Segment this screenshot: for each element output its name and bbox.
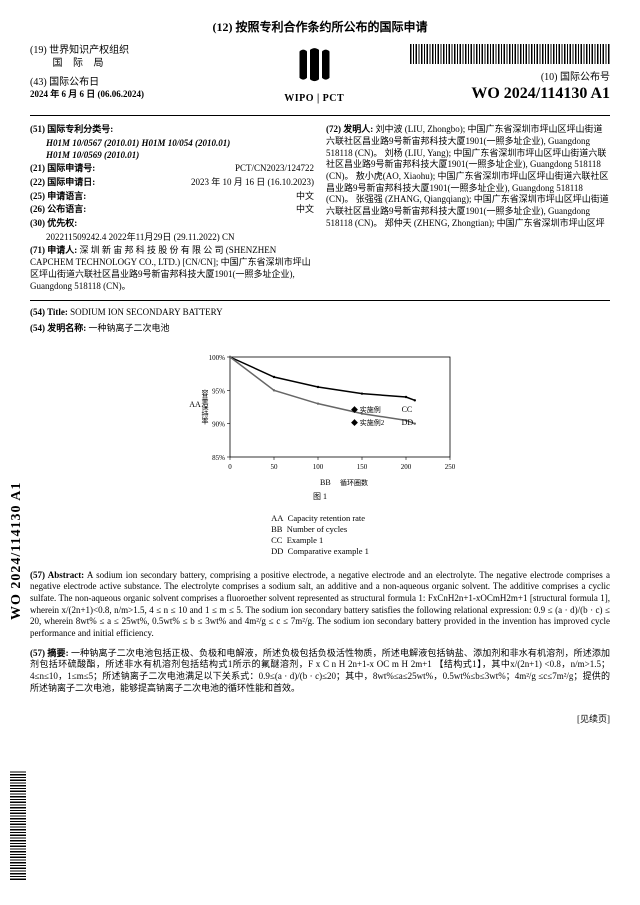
- svg-text:0: 0: [228, 463, 232, 471]
- svg-text:循环圈数: 循环圈数: [340, 478, 368, 487]
- legdef-aa-v: Capacity retention rate: [288, 513, 365, 523]
- f51-codes: H01M 10/0567 (2010.01) H01M 10/054 (2010…: [46, 138, 314, 161]
- header-right: (10) 国际公布号 WO 2024/114130 A1: [378, 44, 610, 105]
- pub-number-label: (10) 国际公布号: [378, 71, 610, 84]
- abstract-en-label: (57) Abstract:: [30, 570, 84, 580]
- legdef-dd-v: Comparative example 1: [288, 546, 369, 556]
- svg-text:CC: CC: [402, 405, 413, 414]
- svg-text:100%: 100%: [209, 354, 226, 362]
- chart-legend-defs: AA Capacity retention rate BB Number of …: [271, 513, 369, 557]
- svg-text:250: 250: [445, 463, 456, 471]
- right-column: (72) 发明人: 刘中波 (LIU, Zhongbo); 中国广东省深圳市坪山…: [326, 122, 610, 294]
- f26-label: (26) 公布语言:: [30, 204, 86, 216]
- f26-val: 中文: [296, 204, 314, 216]
- legdef-bb-v: Number of cycles: [287, 524, 347, 534]
- title-en: SODIUM ION SECONDARY BATTERY: [70, 307, 222, 317]
- svg-text:◆ 实施例2: ◆ 实施例2: [351, 418, 385, 427]
- f72-val: 刘中波 (LIU, Zhongbo); 中国广东省深圳市坪山区坪山街道六联社区昌…: [326, 124, 609, 228]
- fig-caption: 图 1: [30, 492, 610, 502]
- f22-val: 2023 年 10 月 16 日 (16.10.2023): [191, 177, 314, 189]
- barcode-side: [10, 770, 26, 880]
- header-left: (19) 世界知识产权组织 国 际 局 (43) 国际公布日 2024 年 6 …: [30, 44, 250, 101]
- pub-date: 2024 年 6 月 6 日 (06.06.2024): [30, 89, 250, 101]
- svg-text:100: 100: [313, 463, 324, 471]
- abstract-cn-label: (57) 摘要:: [30, 648, 69, 658]
- svg-text:150: 150: [357, 463, 368, 471]
- legdef-aa-k: AA: [271, 513, 283, 523]
- f22-label: (22) 国际申请日:: [30, 177, 95, 189]
- divider: [30, 115, 610, 116]
- svg-text:85%: 85%: [212, 454, 225, 462]
- wipo-logo-icon: [262, 44, 366, 93]
- svg-text:◆ 实施例: ◆ 实施例: [351, 405, 381, 414]
- publication-type: (12) 按照专利合作条约所公布的国际申请: [30, 20, 610, 36]
- svg-text:容量保持率: 容量保持率: [201, 388, 209, 425]
- legdef-cc-k: CC: [271, 535, 282, 545]
- legdef-bb-k: BB: [271, 524, 282, 534]
- legdef-dd-k: DD: [271, 546, 283, 556]
- left-column: (51) 国际专利分类号: H01M 10/0567 (2010.01) H01…: [30, 122, 314, 294]
- title-en-label: (54) Title:: [30, 307, 68, 317]
- pub-number: WO 2024/114130 A1: [378, 84, 610, 105]
- svg-text:90%: 90%: [212, 420, 225, 428]
- wipo-org-line1: (19) 世界知识产权组织: [30, 44, 250, 57]
- continued-indicator: [见续页]: [30, 714, 610, 726]
- barcode-top: [410, 44, 610, 64]
- legdef-cc-v: Example 1: [287, 535, 324, 545]
- svg-text:50: 50: [271, 463, 279, 471]
- wipo-org-line2: 国 际 局: [30, 57, 130, 70]
- divider: [30, 300, 610, 301]
- abstract-en: A sodium ion secondary battery, comprisi…: [30, 570, 610, 638]
- f72-label: (72) 发明人:: [326, 124, 373, 134]
- wipo-logo-block: WIPO | PCT: [262, 44, 366, 106]
- f25-label: (25) 申请语言:: [30, 191, 86, 203]
- title-cn: 一种钠离子二次电池: [89, 323, 170, 333]
- svg-text:BB: BB: [320, 478, 331, 487]
- pub-date-label: (43) 国际公布日: [30, 76, 250, 89]
- f21-val: PCT/CN2023/124722: [235, 163, 314, 175]
- f71-label: (71) 申请人:: [30, 245, 77, 255]
- f21-label: (21) 国际申请号:: [30, 163, 95, 175]
- f30-label: (30) 优先权:: [30, 218, 77, 228]
- svg-text:95%: 95%: [212, 387, 225, 395]
- svg-text:200: 200: [401, 463, 412, 471]
- f30-val: 202211509242.4 2022年11月29日 (29.11.2022) …: [46, 232, 314, 244]
- abstract-cn: 一种钠离子二次电池包括正极、负极和电解液，所述负极包括负极活性物质，所述电解液包…: [30, 648, 610, 693]
- title-cn-label: (54) 发明名称:: [30, 323, 86, 333]
- wipo-logo-text: WIPO | PCT: [262, 92, 366, 105]
- chart-svg: 85% 90% 95% 100% 0 50 100 150 200 250 AA容量保持率 BB 循环圈…: [180, 347, 460, 487]
- f51-label: (51) 国际专利分类号:: [30, 124, 113, 134]
- svg-text:AA: AA: [189, 400, 201, 409]
- svg-text:DD: DD: [402, 418, 414, 427]
- figure-1: 85%90%95%100%050100150200250AA容量保持率BB循环圈…: [30, 347, 610, 558]
- f25-val: 中文: [296, 191, 314, 203]
- pub-number-side: WO 2024/114130 A1: [8, 482, 26, 620]
